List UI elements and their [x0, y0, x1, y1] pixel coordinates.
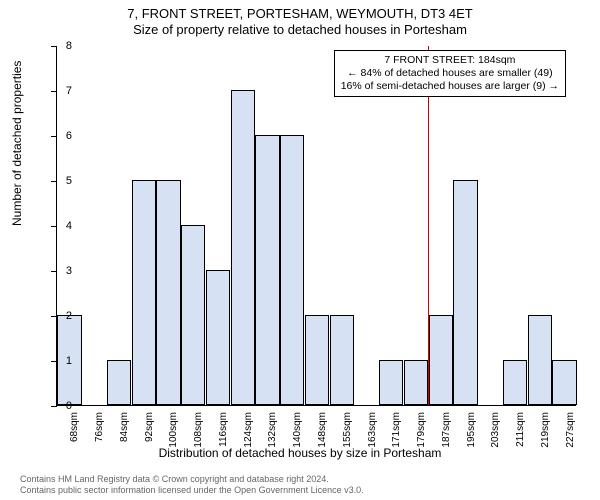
marker-line	[428, 46, 429, 405]
histogram-bar	[330, 315, 354, 405]
histogram-bar	[107, 360, 131, 405]
y-tick	[51, 46, 57, 47]
chart-title-sub: Size of property relative to detached ho…	[0, 22, 600, 38]
chart-title-main: 7, FRONT STREET, PORTESHAM, WEYMOUTH, DT…	[0, 6, 600, 22]
y-tick-label: 2	[66, 310, 72, 322]
y-tick-label: 0	[66, 400, 72, 412]
x-axis-label: Distribution of detached houses by size …	[0, 446, 600, 460]
histogram-plot: 68sqm76sqm84sqm92sqm100sqm108sqm116sqm12…	[56, 46, 576, 406]
histogram-bar	[305, 315, 329, 405]
histogram-bar	[503, 360, 527, 405]
histogram-bar	[404, 360, 428, 405]
histogram-bar	[552, 360, 576, 405]
footer-attribution: Contains HM Land Registry data © Crown c…	[20, 474, 364, 496]
footer-line-2: Contains public sector information licen…	[20, 485, 364, 496]
y-tick-label: 4	[66, 220, 72, 232]
callout-line-3: 16% of semi-detached houses are larger (…	[341, 80, 559, 93]
histogram-bar	[156, 180, 180, 405]
footer-line-1: Contains HM Land Registry data © Crown c…	[20, 474, 364, 485]
y-tick-label: 7	[66, 85, 72, 97]
histogram-bar	[255, 135, 279, 405]
histogram-bar	[379, 360, 403, 405]
callout-line-2: ← 84% of detached houses are smaller (49…	[341, 67, 559, 80]
y-tick-label: 6	[66, 130, 72, 142]
y-tick	[51, 316, 57, 317]
callout-line-1: 7 FRONT STREET: 184sqm	[341, 54, 559, 67]
y-tick-label: 8	[66, 40, 72, 52]
y-tick	[51, 271, 57, 272]
y-tick	[51, 361, 57, 362]
histogram-bar	[280, 135, 304, 405]
histogram-bar	[453, 180, 477, 405]
callout-box: 7 FRONT STREET: 184sqm ← 84% of detached…	[334, 50, 566, 97]
y-tick	[51, 91, 57, 92]
y-tick	[51, 406, 57, 407]
y-tick-label: 1	[66, 355, 72, 367]
histogram-bar	[528, 315, 552, 405]
histogram-bar	[132, 180, 156, 405]
y-tick	[51, 136, 57, 137]
histogram-bar	[206, 270, 230, 405]
histogram-bar	[429, 315, 453, 405]
histogram-bar	[181, 225, 205, 405]
y-axis-label: Number of detached properties	[10, 61, 24, 226]
y-tick-label: 3	[66, 265, 72, 277]
y-tick	[51, 181, 57, 182]
y-tick-label: 5	[66, 175, 72, 187]
chart-area: 68sqm76sqm84sqm92sqm100sqm108sqm116sqm12…	[56, 46, 576, 406]
histogram-bar	[231, 90, 255, 405]
y-tick	[51, 226, 57, 227]
